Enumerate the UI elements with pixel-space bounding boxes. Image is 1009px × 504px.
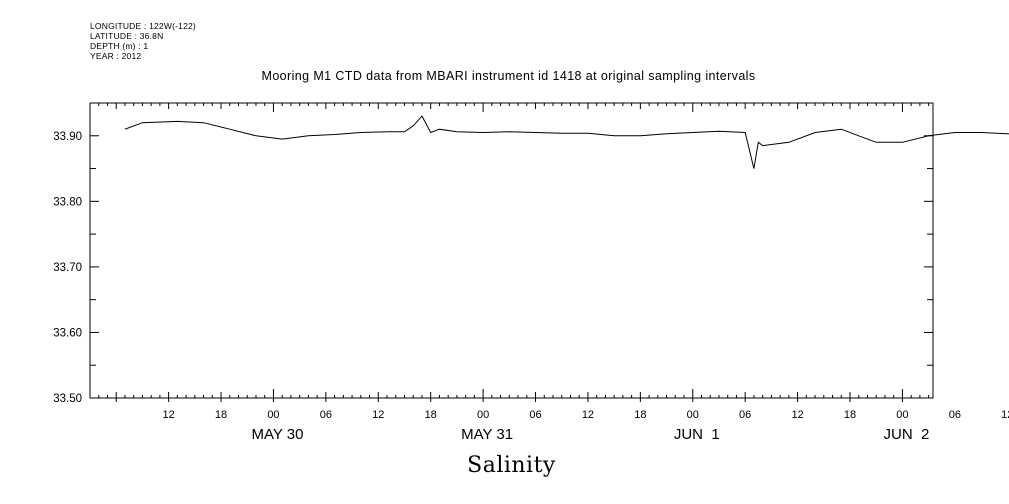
x-date-label: JUN 2 — [884, 426, 930, 443]
x-tick-label: 18 — [215, 409, 227, 421]
x-tick-label: 12 — [582, 409, 594, 421]
x-tick-label: 06 — [949, 409, 961, 421]
x-tick-label: 00 — [896, 409, 908, 421]
salinity-series-line — [124, 115, 1009, 169]
x-tick-label: 00 — [477, 409, 489, 421]
y-tick-label: 33.70 — [53, 262, 82, 274]
depth-label: DEPTH (m) : 1 — [90, 41, 149, 51]
x-tick-label: 00 — [267, 409, 279, 421]
x-date-label: MAY 31 — [461, 426, 513, 443]
x-date-label: JUN 1 — [674, 426, 720, 443]
y-tick-label: 33.90 — [53, 131, 82, 143]
x-tick-label: 12 — [791, 409, 803, 421]
x-tick-label: 18 — [425, 409, 437, 421]
plot-frame — [89, 102, 934, 399]
year-label: YEAR : 2012 — [90, 51, 142, 61]
x-tick-label: 06 — [739, 409, 751, 421]
x-tick-label: 06 — [529, 409, 541, 421]
metadata-block: LONGITUDE : 122W(-122) LATITUDE : 36.8N … — [90, 21, 196, 61]
x-axis: 1218000612180006121800061218000612180006… — [89, 103, 1009, 443]
x-tick-label: 00 — [687, 409, 699, 421]
x-tick-label: 18 — [844, 409, 856, 421]
y-axis: 33.90 33.80 33.70 33.60 33.50 — [53, 102, 933, 405]
axis-caption: Salinity — [467, 453, 556, 478]
y-tick-label: 33.60 — [53, 327, 82, 339]
x-tick-label: 12 — [372, 409, 384, 421]
x-tick-label: 12 — [162, 409, 174, 421]
y-tick-label: 33.50 — [53, 393, 82, 405]
x-tick-label: 12 — [1001, 409, 1009, 421]
y-tick-label: 33.80 — [53, 196, 82, 208]
x-tick-label: 18 — [634, 409, 646, 421]
x-tick-label: 06 — [320, 409, 332, 421]
chart-title: Mooring M1 CTD data from MBARI instrumen… — [261, 69, 756, 83]
longitude-label: LONGITUDE : 122W(-122) — [90, 21, 196, 31]
x-date-label: MAY 30 — [251, 426, 303, 443]
latitude-label: LATITUDE : 36.8N — [90, 31, 164, 41]
